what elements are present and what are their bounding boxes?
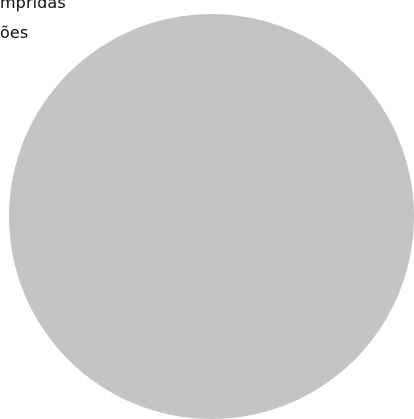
text-line-1: mpridas (0, 0, 66, 12)
circle-placeholder (9, 14, 414, 419)
text-line-2: ões (0, 23, 29, 42)
text-fragment: mpridas ões (0, 0, 66, 42)
